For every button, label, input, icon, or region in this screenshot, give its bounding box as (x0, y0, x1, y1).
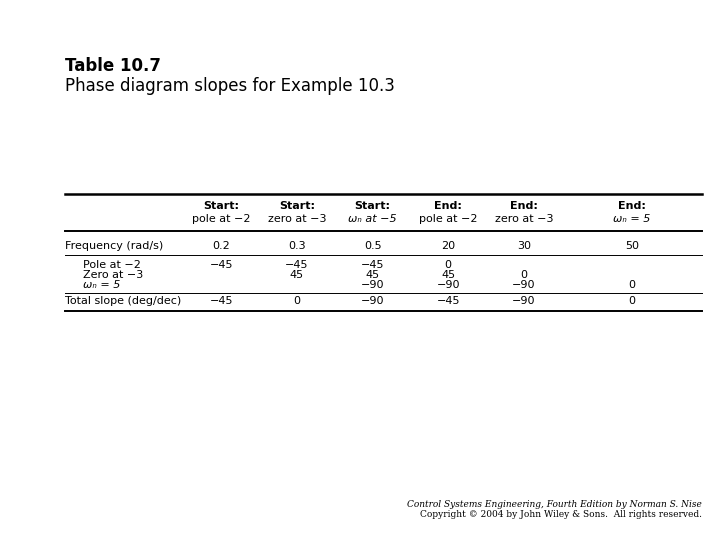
Text: −90: −90 (512, 296, 536, 306)
Text: zero at −3: zero at −3 (268, 214, 326, 224)
Text: Frequency (rad/s): Frequency (rad/s) (65, 241, 163, 251)
Text: −90: −90 (361, 296, 384, 306)
Text: −90: −90 (436, 280, 460, 290)
Text: 0: 0 (294, 296, 300, 306)
Text: 45: 45 (290, 270, 304, 280)
Text: End:: End: (434, 201, 462, 211)
Text: 30: 30 (517, 241, 531, 251)
Text: Copyright © 2004 by John Wiley & Sons.  All rights reserved.: Copyright © 2004 by John Wiley & Sons. A… (420, 510, 702, 519)
Text: 0.5: 0.5 (364, 241, 382, 251)
Text: 0.2: 0.2 (212, 241, 230, 251)
Text: pole at −2: pole at −2 (192, 214, 251, 224)
Text: 50: 50 (625, 241, 639, 251)
Text: −45: −45 (285, 260, 309, 269)
Text: 20: 20 (441, 241, 455, 251)
Text: ωₙ = 5: ωₙ = 5 (83, 280, 120, 290)
Text: pole at −2: pole at −2 (419, 214, 477, 224)
Text: Total slope (deg/dec): Total slope (deg/dec) (65, 296, 181, 306)
Text: −45: −45 (210, 296, 233, 306)
Text: −90: −90 (361, 280, 384, 290)
Text: ωₙ = 5: ωₙ = 5 (613, 214, 650, 224)
Text: −45: −45 (436, 296, 460, 306)
Text: −90: −90 (512, 280, 536, 290)
Text: Start:: Start: (354, 201, 390, 211)
Text: Control Systems Engineering, Fourth Edition by Norman S. Nise: Control Systems Engineering, Fourth Edit… (407, 500, 702, 509)
Text: 0: 0 (629, 280, 635, 290)
Text: Start:: Start: (279, 201, 315, 211)
Text: 45: 45 (366, 270, 379, 280)
Text: 0: 0 (629, 296, 635, 306)
Text: 0: 0 (521, 270, 527, 280)
Text: Zero at −3: Zero at −3 (83, 270, 143, 280)
Text: −45: −45 (361, 260, 384, 269)
Text: ωₙ at −5: ωₙ at −5 (348, 214, 397, 224)
Text: zero at −3: zero at −3 (495, 214, 553, 224)
Text: Start:: Start: (204, 201, 239, 211)
Text: Table 10.7: Table 10.7 (65, 57, 161, 75)
Text: 45: 45 (441, 270, 455, 280)
Text: End:: End: (510, 201, 538, 211)
Text: Phase diagram slopes for Example 10.3: Phase diagram slopes for Example 10.3 (65, 77, 395, 94)
Text: −45: −45 (210, 260, 233, 269)
Text: End:: End: (618, 201, 646, 211)
Text: 0: 0 (445, 260, 451, 269)
Text: Pole at −2: Pole at −2 (83, 260, 140, 269)
Text: 0.3: 0.3 (288, 241, 306, 251)
